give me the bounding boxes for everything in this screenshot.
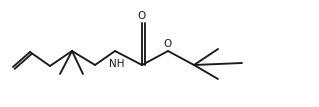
- Text: NH: NH: [109, 59, 125, 69]
- Text: O: O: [164, 39, 172, 49]
- Text: O: O: [138, 11, 146, 21]
